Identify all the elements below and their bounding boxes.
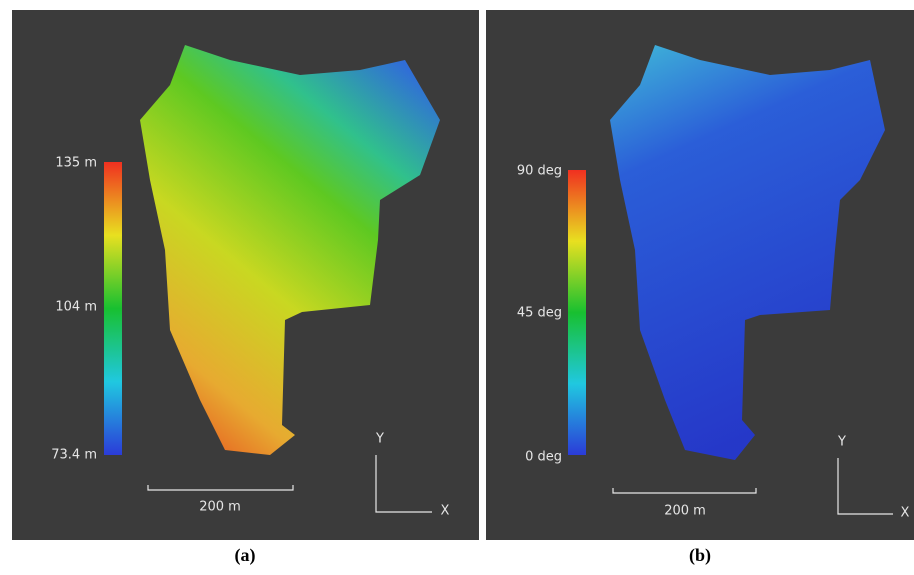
colorbar: [568, 170, 586, 455]
axis-label: Y: [837, 435, 846, 450]
colorbar-label: 45 deg: [517, 306, 562, 321]
axis-label: Y: [375, 432, 384, 447]
colorbar-label: 135 m: [55, 156, 97, 171]
scale-label: 200 m: [199, 500, 241, 515]
colorbar-label: 104 m: [55, 300, 97, 315]
scale-label: 200 m: [664, 504, 706, 519]
colorbar-label: 0 deg: [525, 450, 562, 465]
axis-label: X: [901, 506, 910, 521]
colorbar: [104, 162, 122, 455]
colorbar-label: 90 deg: [517, 164, 562, 179]
caption: (a): [235, 545, 256, 566]
figure: 135 m 104 m 73.4 m 200 m Y X (a) 90 deg …: [0, 0, 914, 571]
caption: (b): [689, 545, 711, 566]
axis-label: X: [441, 504, 450, 519]
colorbar-label: 73.4 m: [51, 448, 97, 463]
